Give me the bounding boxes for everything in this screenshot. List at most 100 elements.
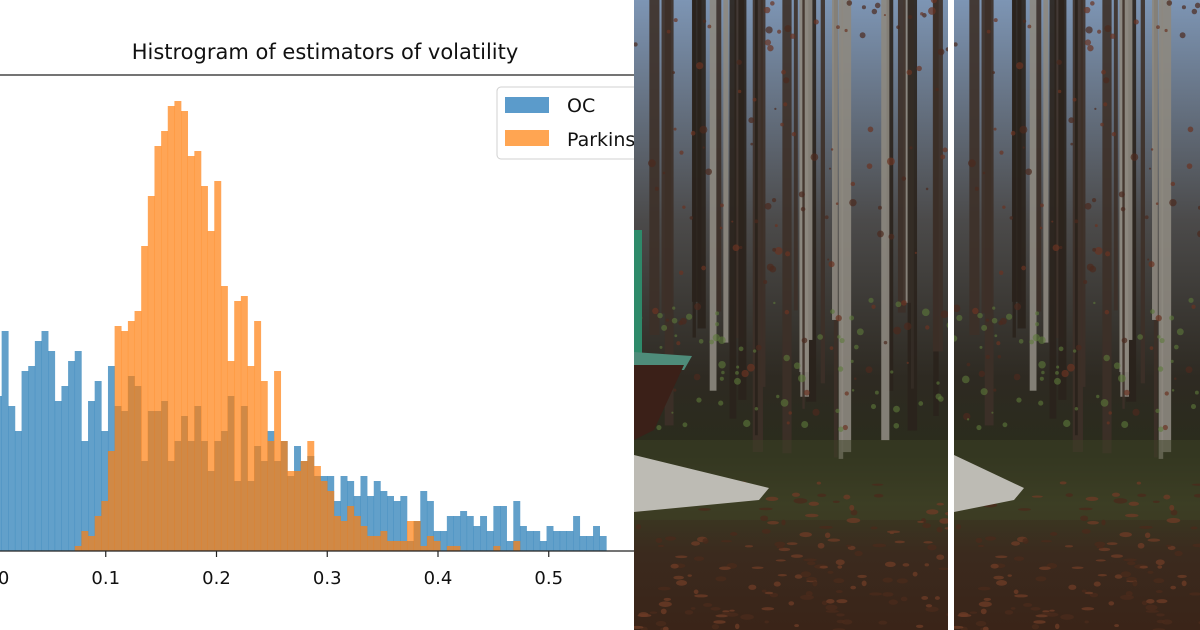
legend-label-parkinson: Parkinson	[567, 129, 634, 151]
histogram-chart: Histrogram of estimators of volatility 0…	[0, 40, 634, 589]
bar-oc-60	[393, 501, 401, 551]
bar-oc-73	[480, 516, 488, 551]
legend-label-oc: OC	[567, 95, 595, 117]
bar-parkinson-60	[393, 541, 401, 551]
bar-parkinson-62	[406, 521, 414, 551]
bar-oc-6	[34, 341, 42, 551]
bar-parkinson-25	[161, 131, 169, 551]
bar-oc-70	[460, 511, 468, 551]
bar-parkinson-27	[174, 101, 182, 551]
bar-parkinson-39	[254, 321, 262, 551]
bar-parkinson-20	[127, 321, 135, 551]
bar-parkinson-21	[134, 311, 142, 551]
bar-parkinson-51	[333, 516, 341, 551]
bar-oc-84	[553, 531, 561, 551]
bar-oc-78	[513, 501, 521, 551]
x-tick-label-5: 0.5	[534, 568, 563, 589]
bar-parkinson-18	[114, 326, 122, 551]
bar-oc-86	[566, 531, 574, 551]
bar-oc-10	[61, 386, 69, 551]
bar-parkinson-59	[387, 541, 394, 551]
bar-parkinson-52	[340, 521, 348, 551]
bar-parkinson-40	[260, 381, 268, 551]
bar-oc-67	[440, 531, 448, 551]
bar-parkinson-26	[167, 106, 175, 551]
bar-oc-5	[28, 366, 36, 551]
bar-parkinson-54	[353, 516, 361, 551]
bar-oc-76	[500, 506, 507, 551]
bar-parkinson-75	[493, 546, 501, 551]
bar-parkinson-63	[413, 521, 421, 551]
bar-parkinson-28	[181, 111, 189, 551]
bar-parkinson-16	[101, 501, 109, 551]
bar-parkinson-50	[327, 491, 335, 551]
bar-oc-12	[74, 351, 82, 551]
bar-parkinson-69	[453, 546, 461, 551]
x-tick-label-0: 0.0	[0, 568, 9, 589]
bar-oc-55	[360, 476, 368, 551]
bar-parkinson-64	[420, 546, 428, 551]
bar-oc-81	[533, 531, 541, 551]
bar-parkinson-55	[360, 526, 368, 551]
photo-comparison	[634, 0, 1200, 630]
bar-parkinson-13	[81, 531, 89, 551]
bar-oc-83	[546, 526, 554, 551]
bar-parkinson-29	[187, 156, 195, 551]
bar-oc-77	[506, 541, 514, 551]
bar-parkinson-35	[227, 361, 235, 551]
bar-oc-56	[367, 496, 375, 551]
bar-parkinson-68	[446, 546, 454, 551]
series-parkinson-bars	[74, 101, 521, 551]
bar-parkinson-38	[247, 366, 255, 551]
forest-scene-icon	[954, 0, 1200, 630]
forest-photo-left	[634, 0, 948, 630]
bar-oc-87	[573, 516, 581, 551]
bar-parkinson-15	[94, 516, 102, 551]
bar-parkinson-44	[287, 471, 295, 551]
bar-parkinson-23	[147, 196, 155, 551]
bar-parkinson-41	[267, 441, 275, 551]
bar-parkinson-45	[294, 471, 301, 551]
bar-parkinson-56	[367, 536, 375, 551]
legend-swatch-oc	[505, 97, 549, 113]
bar-oc-9	[54, 401, 62, 551]
bar-parkinson-22	[141, 246, 149, 551]
bar-parkinson-78	[513, 541, 521, 551]
bar-oc-3	[14, 431, 22, 551]
forest-scene-icon	[634, 0, 948, 630]
bar-oc-13	[81, 441, 89, 551]
bar-oc-69	[453, 516, 461, 551]
bar-oc-65	[426, 501, 434, 551]
bar-oc-68	[446, 516, 454, 551]
bar-oc-74	[486, 531, 494, 551]
bar-parkinson-19	[121, 331, 129, 551]
bar-oc-14	[88, 401, 95, 551]
bar-oc-64	[420, 491, 428, 551]
bar-oc-75	[493, 506, 501, 551]
bar-oc-61	[400, 496, 408, 551]
bar-parkinson-66	[433, 541, 441, 551]
bar-parkinson-42	[274, 371, 282, 551]
bar-parkinson-32	[207, 231, 215, 551]
bar-oc-58	[380, 491, 388, 551]
bar-parkinson-43	[280, 441, 288, 551]
bar-oc-71	[466, 516, 474, 551]
bar-parkinson-14	[88, 536, 95, 551]
bar-parkinson-65	[426, 536, 434, 551]
chart-plot: 0.0 0.1 0.2 0.3 0.4 0.5 OC Parkinson	[0, 74, 634, 589]
bar-parkinson-24	[154, 146, 162, 551]
bar-parkinson-58	[380, 531, 388, 551]
x-tick-label-3: 0.3	[313, 568, 342, 589]
bar-parkinson-49	[320, 481, 328, 551]
bar-oc-91	[599, 536, 607, 551]
bar-parkinson-57	[373, 536, 381, 551]
bar-parkinson-46	[300, 461, 308, 551]
legend-swatch-parkinson	[505, 130, 549, 146]
x-tick-label-2: 0.2	[202, 568, 231, 589]
bar-parkinson-33	[214, 181, 222, 551]
legend: OC Parkinson	[496, 86, 634, 160]
bar-oc-85	[559, 531, 567, 551]
x-tick-label-4: 0.4	[424, 568, 453, 589]
bar-parkinson-47	[307, 441, 315, 551]
bar-oc-72	[473, 526, 481, 551]
